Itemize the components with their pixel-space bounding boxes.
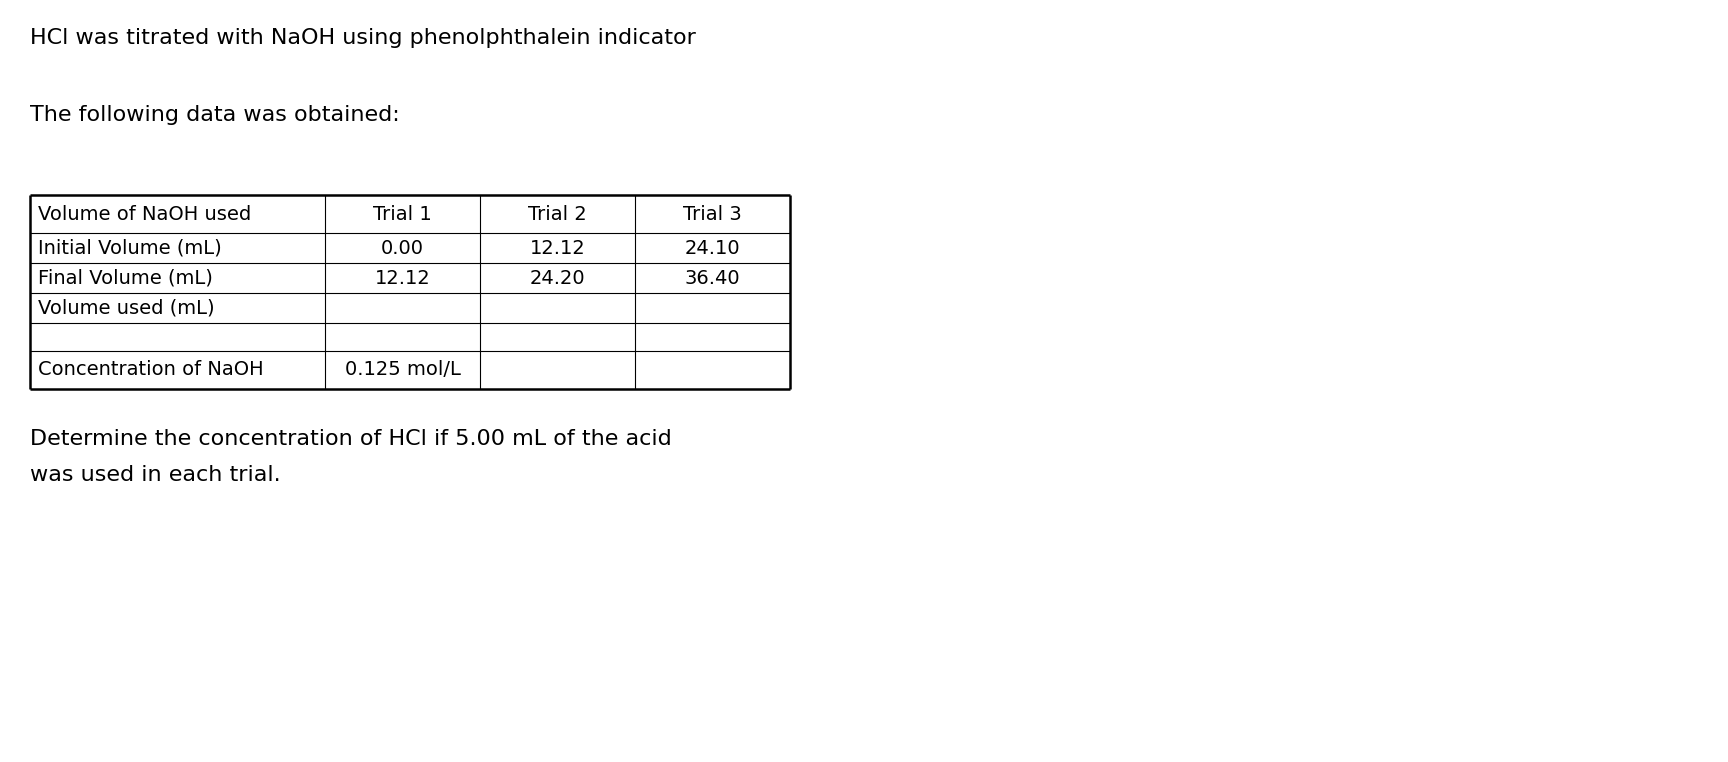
Text: 12.12: 12.12 xyxy=(375,268,430,287)
Text: Volume used (mL): Volume used (mL) xyxy=(38,299,214,318)
Text: Trial 2: Trial 2 xyxy=(529,204,588,223)
Text: was used in each trial.: was used in each trial. xyxy=(29,465,280,485)
Text: 0.00: 0.00 xyxy=(380,239,423,258)
Text: Trial 3: Trial 3 xyxy=(683,204,741,223)
Text: 36.40: 36.40 xyxy=(684,268,740,287)
Text: Initial Volume (mL): Initial Volume (mL) xyxy=(38,239,221,258)
Text: Final Volume (mL): Final Volume (mL) xyxy=(38,268,213,287)
Text: 12.12: 12.12 xyxy=(529,239,586,258)
Text: 24.10: 24.10 xyxy=(684,239,740,258)
Text: HCl was titrated with NaOH using phenolphthalein indicator: HCl was titrated with NaOH using phenolp… xyxy=(29,28,696,48)
Text: Concentration of NaOH: Concentration of NaOH xyxy=(38,360,264,379)
Text: 24.20: 24.20 xyxy=(530,268,586,287)
Text: 0.125 mol/L: 0.125 mol/L xyxy=(344,360,460,379)
Text: Volume of NaOH used: Volume of NaOH used xyxy=(38,204,251,223)
Text: The following data was obtained:: The following data was obtained: xyxy=(29,105,399,125)
Text: Determine the concentration of HCl if 5.00 mL of the acid: Determine the concentration of HCl if 5.… xyxy=(29,429,672,449)
Text: Trial 1: Trial 1 xyxy=(373,204,432,223)
